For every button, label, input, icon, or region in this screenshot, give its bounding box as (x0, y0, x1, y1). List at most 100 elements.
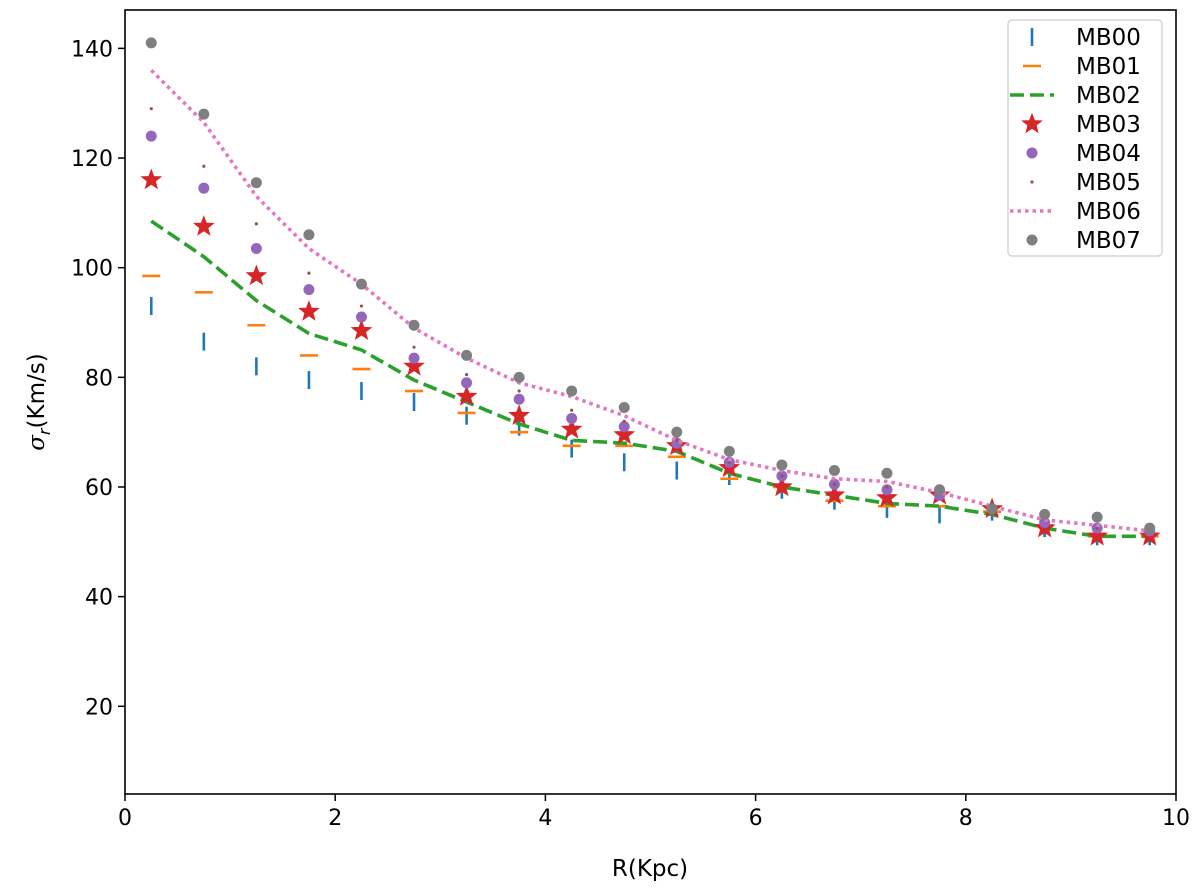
x-tick-label: 6 (749, 806, 763, 831)
y-tick-label: 60 (85, 476, 113, 501)
legend-entry-mb01: MB01 (1023, 54, 1141, 80)
data-point-mb03 (560, 417, 583, 439)
data-point-mb04 (566, 412, 578, 424)
legend-entry-mb07: MB07 (1026, 228, 1141, 254)
data-point-mb04 (355, 311, 367, 323)
legend-swatch-mb04 (1026, 147, 1038, 159)
data-point-mb07 (355, 278, 367, 290)
x-axis-label: R(Kpc) (612, 856, 688, 882)
x-tick-label: 2 (328, 806, 342, 831)
data-point-mb05 (885, 485, 889, 489)
data-point-mb05 (832, 482, 837, 486)
data-point-mb07 (1144, 522, 1156, 534)
data-point-mb07 (776, 459, 788, 471)
legend-label-mb00: MB00 (1076, 25, 1141, 51)
legend-label-mb07: MB07 (1076, 228, 1141, 254)
data-point-mb07 (671, 426, 683, 438)
legend-entry-mb06: MB06 (1010, 199, 1141, 225)
data-point-mb07 (303, 229, 315, 241)
data-point-mb05 (570, 408, 574, 412)
legend-frame (1007, 19, 1163, 257)
data-point-mb03 (823, 483, 846, 505)
data-point-mb03 (771, 475, 793, 497)
data-point-mb05 (517, 389, 521, 393)
data-point-mb05 (202, 164, 206, 168)
data-point-mb04 (513, 393, 525, 405)
data-point-mb07 (934, 484, 946, 496)
data-point-mb07 (145, 37, 157, 49)
plot-series (140, 37, 1161, 546)
data-point-mb03 (403, 354, 425, 376)
data-point-mb04 (198, 182, 210, 194)
data-point-mb05 (254, 222, 258, 226)
y-tick-label: 140 (71, 37, 113, 62)
data-point-mb04 (145, 130, 157, 142)
legend-entry-mb02: MB02 (1010, 83, 1141, 109)
data-point-mb07 (1039, 508, 1051, 520)
data-point-mb03 (245, 264, 268, 286)
data-point-mb05 (412, 345, 416, 349)
y-tick-label: 80 (85, 366, 113, 391)
data-point-mb03 (350, 319, 373, 340)
data-point-mb05 (780, 474, 784, 478)
x-tick-label: 0 (118, 806, 132, 831)
legend-label-mb06: MB06 (1076, 199, 1141, 225)
y-axis-label: σr(Km/s) (24, 353, 54, 450)
data-point-mb04 (881, 484, 893, 496)
y-tick-label: 100 (71, 257, 113, 282)
data-point-mb05 (307, 271, 311, 275)
data-point-mb03 (298, 300, 320, 321)
data-point-mb03 (140, 168, 163, 190)
data-point-mb03 (192, 215, 215, 236)
series-mb07 (145, 37, 1156, 534)
legend-swatch-mb07 (1026, 234, 1038, 246)
data-point-mb05 (359, 304, 364, 308)
data-point-mb04 (250, 242, 262, 254)
data-point-mb07 (723, 445, 735, 457)
data-point-mb04 (408, 352, 420, 364)
x-tick-label: 10 (1162, 806, 1190, 831)
legend-swatch-mb03 (1021, 112, 1043, 134)
data-point-mb07 (618, 401, 630, 413)
legend-label-mb04: MB04 (1076, 141, 1141, 167)
data-point-mb04 (618, 421, 630, 433)
data-point-mb07 (566, 385, 578, 397)
legend-swatch-mb05 (1030, 180, 1034, 184)
data-point-mb05 (464, 372, 469, 377)
data-point-mb07 (198, 108, 210, 120)
data-point-mb07 (881, 467, 893, 479)
data-point-mb03 (508, 404, 530, 425)
y-tick-label: 20 (85, 695, 113, 720)
data-point-mb03 (876, 486, 898, 508)
data-point-mb07 (828, 465, 840, 477)
y-tick-label: 40 (85, 586, 113, 611)
data-point-mb04 (461, 377, 473, 389)
series-line-mb06 (150, 69, 1150, 533)
data-point-mb07 (986, 503, 998, 515)
data-point-mb05 (149, 107, 153, 111)
legend-entry-mb00: MB00 (1030, 25, 1141, 51)
series-mb02 (150, 219, 1150, 539)
data-point-mb03 (455, 385, 478, 406)
x-tick-label: 4 (538, 806, 552, 831)
data-point-mb07 (250, 177, 262, 189)
data-point-mb05 (675, 438, 679, 442)
plot-frame (124, 9, 1177, 795)
legend: MB00 MB01 MB02 MB03 MB04 MB05 MB06 MB07 (1007, 19, 1163, 257)
data-point-mb07 (408, 319, 420, 331)
series-line-mb02 (150, 219, 1150, 539)
data-point-mb05 (622, 419, 626, 423)
data-point-mb04 (303, 284, 315, 296)
y-tick-label: 120 (71, 147, 113, 172)
x-tick-label: 8 (959, 806, 973, 831)
data-point-mb03 (1086, 524, 1109, 546)
legend-label-mb01: MB01 (1076, 54, 1141, 80)
data-point-mb07 (461, 349, 473, 361)
legend-label-mb05: MB05 (1076, 170, 1141, 196)
legend-label-mb03: MB03 (1076, 112, 1141, 138)
legend-entry-mb05: MB05 (1030, 170, 1141, 196)
legend-label-mb02: MB02 (1076, 83, 1141, 109)
legend-entry-mb03: MB03 (1021, 112, 1141, 138)
